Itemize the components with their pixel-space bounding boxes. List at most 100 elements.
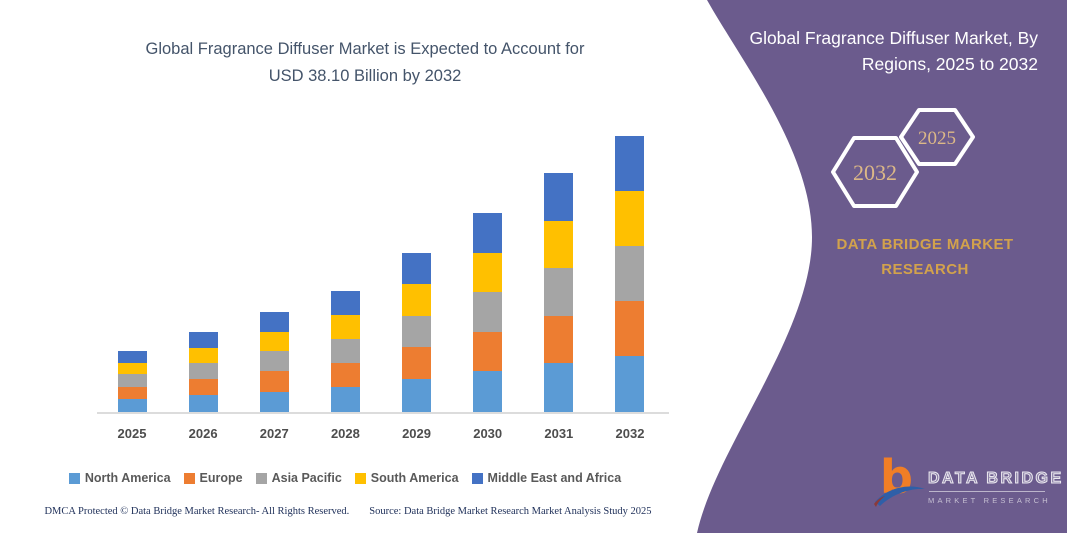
bar-segment — [259, 371, 289, 392]
legend-swatch-icon — [255, 472, 267, 484]
legend-label: Asia Pacific — [271, 471, 342, 485]
legend-item: Europe — [183, 471, 243, 485]
x-axis-label: 2030 — [473, 426, 503, 441]
bar-segment — [615, 190, 645, 246]
bar-segment — [402, 315, 432, 348]
bar-segment — [188, 363, 218, 380]
bar-segment — [117, 374, 147, 387]
legend-item: Asia Pacific — [255, 471, 342, 485]
stacked-bar-2026 — [188, 332, 218, 412]
x-axis-line — [97, 412, 669, 414]
logo-swoosh-icon — [874, 486, 925, 507]
bar-segment — [544, 220, 574, 268]
chart-title-line1: Global Fragrance Diffuser Market is Expe… — [145, 40, 585, 58]
legend-label: South America — [370, 471, 459, 485]
x-axis-label: 2028 — [330, 426, 360, 441]
bar-segment — [615, 246, 645, 302]
data-bridge-logo: b DATA BRIDGE MARKET RESEARCH — [874, 450, 1062, 520]
x-axis-label: 2027 — [259, 426, 289, 441]
bar-segment — [188, 347, 218, 364]
stacked-bar-2025 — [117, 351, 147, 412]
x-axis-label: 2026 — [188, 426, 218, 441]
x-axis-label: 2031 — [544, 426, 574, 441]
bar-segment — [544, 315, 574, 364]
bar-segment — [188, 395, 218, 412]
bar-segment — [259, 311, 289, 332]
bar-segment — [330, 387, 360, 412]
bar-segment — [330, 338, 360, 363]
footer-dmca-text: DMCA Protected © Data Bridge Market Rese… — [44, 506, 350, 517]
hexagon-year-badges: 2032 2025 — [831, 108, 975, 208]
bar-segment — [259, 331, 289, 352]
x-axis-label: 2032 — [615, 426, 645, 441]
logo-divider — [929, 491, 1045, 492]
bar-segment — [473, 331, 503, 372]
stacked-bar-2028 — [330, 290, 360, 412]
hexagon-2032 — [831, 136, 919, 208]
bar-segment — [259, 351, 289, 372]
bar-segment — [330, 362, 360, 388]
footer: DMCA Protected © Data Bridge Market Rese… — [0, 506, 696, 517]
bar-segment — [330, 290, 360, 315]
chart-title: Global Fragrance Diffuser Market is Expe… — [60, 36, 670, 89]
bar-segment — [615, 135, 645, 191]
bar-segment — [402, 252, 432, 284]
legend-swatch-icon — [354, 472, 366, 484]
legend-item: North America — [68, 471, 171, 485]
stacked-bar-2027 — [259, 311, 289, 412]
purple-panel-path — [697, 0, 1067, 533]
legend-swatch-icon — [471, 472, 483, 484]
bar-segment — [402, 283, 432, 316]
bar-segment — [188, 332, 218, 348]
bar-chart-plot-area: 2025 2026 2027 2028 2029 2030 2031 2032 — [97, 135, 669, 441]
chart-title-line2: USD 38.10 Billion by 2032 — [268, 66, 462, 85]
panel-heading-line1: Global Fragrance Diffuser Market, By — [749, 28, 1038, 48]
bar-segment — [402, 347, 432, 380]
legend-item: Middle East and Africa — [471, 471, 622, 485]
x-axis-label: 2029 — [402, 426, 431, 441]
legend-swatch-icon — [68, 472, 80, 484]
chart-legend: North America Europe Asia Pacific South Ame… — [0, 471, 690, 485]
bar-segment — [544, 172, 574, 221]
brand-gold-line2: RESEARCH — [881, 260, 969, 278]
bar-segment — [117, 362, 147, 375]
stacked-bar-2032 — [615, 135, 645, 412]
bar-segment — [117, 351, 147, 363]
bar-segment — [615, 301, 645, 357]
hexagon-2032-label: 2032 — [853, 160, 897, 185]
panel-heading: Global Fragrance Diffuser Market, By Reg… — [708, 25, 1038, 78]
bar-segment — [473, 212, 503, 253]
bar-segment — [615, 356, 645, 412]
brand-gold-line1: DATA BRIDGE MARKET — [836, 236, 1014, 253]
bar-segment — [544, 267, 574, 316]
legend-item: South America — [354, 471, 459, 485]
hexagon-2025-label: 2025 — [918, 128, 956, 149]
stacked-bar-2029 — [402, 252, 432, 412]
logo-subtitle: MARKET RESEARCH — [928, 496, 1051, 505]
legend-label: North America — [84, 471, 171, 485]
footer-source-text: Source: Data Bridge Market Research Mark… — [369, 506, 652, 517]
bar-segment — [473, 371, 503, 412]
legend-swatch-icon — [183, 472, 195, 484]
stacked-bar-2031 — [544, 172, 574, 412]
bar-segment — [544, 363, 574, 412]
hexagon-2025 — [899, 108, 975, 166]
logo-name: DATA BRIDGE — [928, 470, 1064, 488]
bar-segment — [188, 379, 218, 396]
bar-segment — [117, 386, 147, 399]
x-axis-label: 2025 — [117, 426, 147, 441]
legend-label: Middle East and Africa — [487, 471, 622, 485]
logo-swoosh-blue — [875, 486, 925, 506]
legend-label: Europe — [199, 471, 243, 485]
bar-segment — [259, 391, 289, 412]
bar-segment — [473, 291, 503, 332]
bar-segment — [117, 398, 147, 412]
bar-segment — [330, 314, 360, 339]
brand-gold-text: DATA BRIDGE MARKET RESEARCH — [808, 233, 1042, 283]
logo-text: DATA BRIDGE MARKET RESEARCH — [928, 458, 1064, 520]
logo-swoosh-red — [874, 496, 885, 507]
stacked-bar-2030 — [473, 212, 503, 412]
bar-segment — [473, 252, 503, 292]
